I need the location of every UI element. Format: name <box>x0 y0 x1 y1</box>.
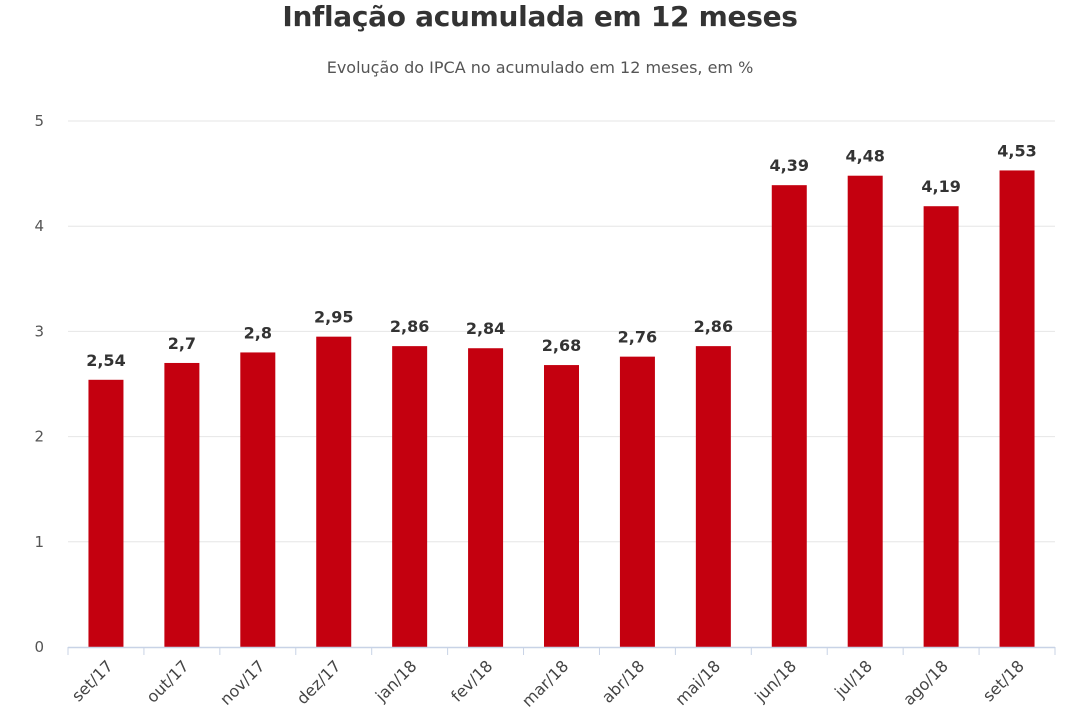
bar <box>88 379 124 647</box>
x-tick-label: abr/18 <box>598 656 648 706</box>
data-label: 2,7 <box>168 334 196 353</box>
data-label: 4,39 <box>770 156 809 175</box>
bar <box>240 352 276 647</box>
chart-title: Inflação acumulada em 12 meses <box>282 0 798 33</box>
x-tick-label: ago/18 <box>899 656 952 709</box>
data-label: 2,86 <box>390 317 429 336</box>
x-tick-label: nov/17 <box>216 656 268 708</box>
bar <box>468 348 504 647</box>
y-tick-label: 5 <box>34 112 44 130</box>
bar <box>164 362 200 647</box>
bar <box>771 185 807 647</box>
data-label: 4,19 <box>921 177 960 196</box>
data-label: 2,54 <box>86 351 125 370</box>
data-label: 4,48 <box>845 147 884 166</box>
y-axis-ticks: 0 1 2 3 4 5 <box>34 112 44 656</box>
bar <box>619 356 655 647</box>
chart-subtitle: Evolução do IPCA no acumulado em 12 mese… <box>326 58 754 77</box>
bar <box>923 206 959 647</box>
data-label: 2,8 <box>244 323 272 342</box>
data-label: 2,95 <box>314 308 353 327</box>
bar <box>999 170 1035 647</box>
x-tick-label: mai/18 <box>671 656 724 709</box>
grid-lines <box>68 120 1055 543</box>
data-labels: 2,54 2,7 2,8 2,95 2,86 2,84 2,68 2,76 2,86 4,39 4,… <box>86 141 1037 369</box>
y-tick-label: 2 <box>34 428 44 446</box>
x-tick-label: jul/18 <box>830 656 876 702</box>
x-tick-label: set/18 <box>979 656 1028 705</box>
y-tick-label: 3 <box>34 322 44 340</box>
bar <box>847 175 883 648</box>
bar <box>316 336 352 647</box>
x-tick-label: fev/18 <box>447 656 496 705</box>
data-label: 2,86 <box>694 317 733 336</box>
bar <box>544 365 579 647</box>
data-label: 2,76 <box>618 328 657 347</box>
y-tick-label: 0 <box>34 638 44 656</box>
x-tick-label: mar/18 <box>518 656 572 710</box>
data-label: 2,68 <box>542 336 581 355</box>
x-tick-label: jan/18 <box>371 656 421 706</box>
x-tick-label: set/17 <box>68 656 117 705</box>
x-tick-label: jun/18 <box>750 656 800 706</box>
data-label: 4,53 <box>997 141 1036 160</box>
x-axis-ticks: set/17 out/17 nov/17 dez/17 jan/18 fev/18 mar/… <box>68 656 1028 710</box>
y-tick-label: 4 <box>34 217 44 235</box>
x-axis <box>67 646 1056 655</box>
y-tick-label: 1 <box>34 533 44 551</box>
bar <box>695 346 731 647</box>
x-tick-label: dez/17 <box>293 656 345 708</box>
x-tick-label: out/17 <box>143 656 193 706</box>
data-label: 2,84 <box>466 319 505 338</box>
bar <box>392 346 428 647</box>
bars <box>88 170 1035 648</box>
